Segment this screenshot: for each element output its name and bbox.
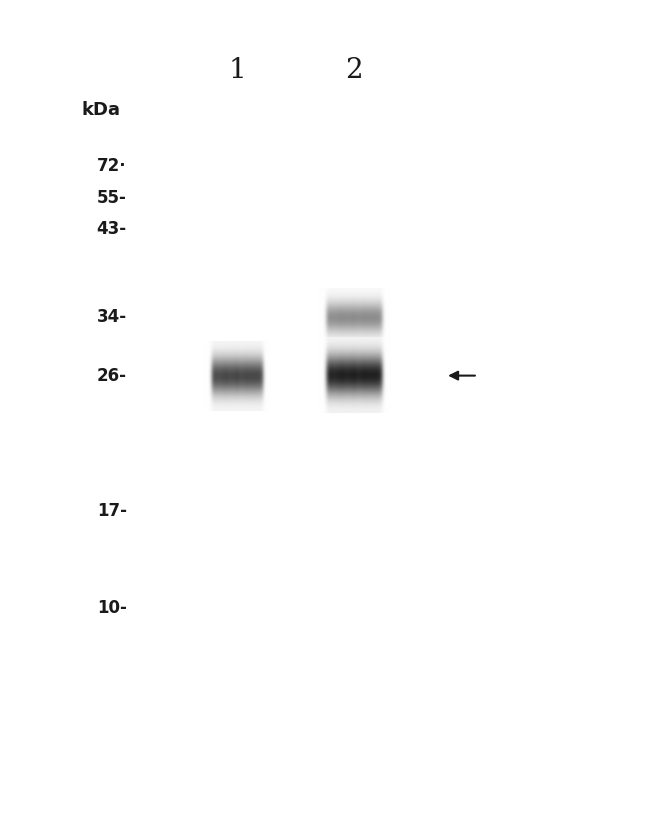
Text: 17-: 17- — [97, 502, 127, 520]
Text: 43-: 43- — [97, 220, 127, 238]
Text: 26-: 26- — [97, 366, 127, 385]
Text: kDa: kDa — [81, 101, 120, 119]
Text: 1: 1 — [228, 57, 246, 84]
Text: 55-: 55- — [97, 189, 127, 207]
Text: 2: 2 — [345, 57, 363, 84]
Text: 34-: 34- — [97, 308, 127, 327]
Text: 10-: 10- — [97, 599, 127, 617]
Text: 72·: 72· — [97, 157, 127, 175]
